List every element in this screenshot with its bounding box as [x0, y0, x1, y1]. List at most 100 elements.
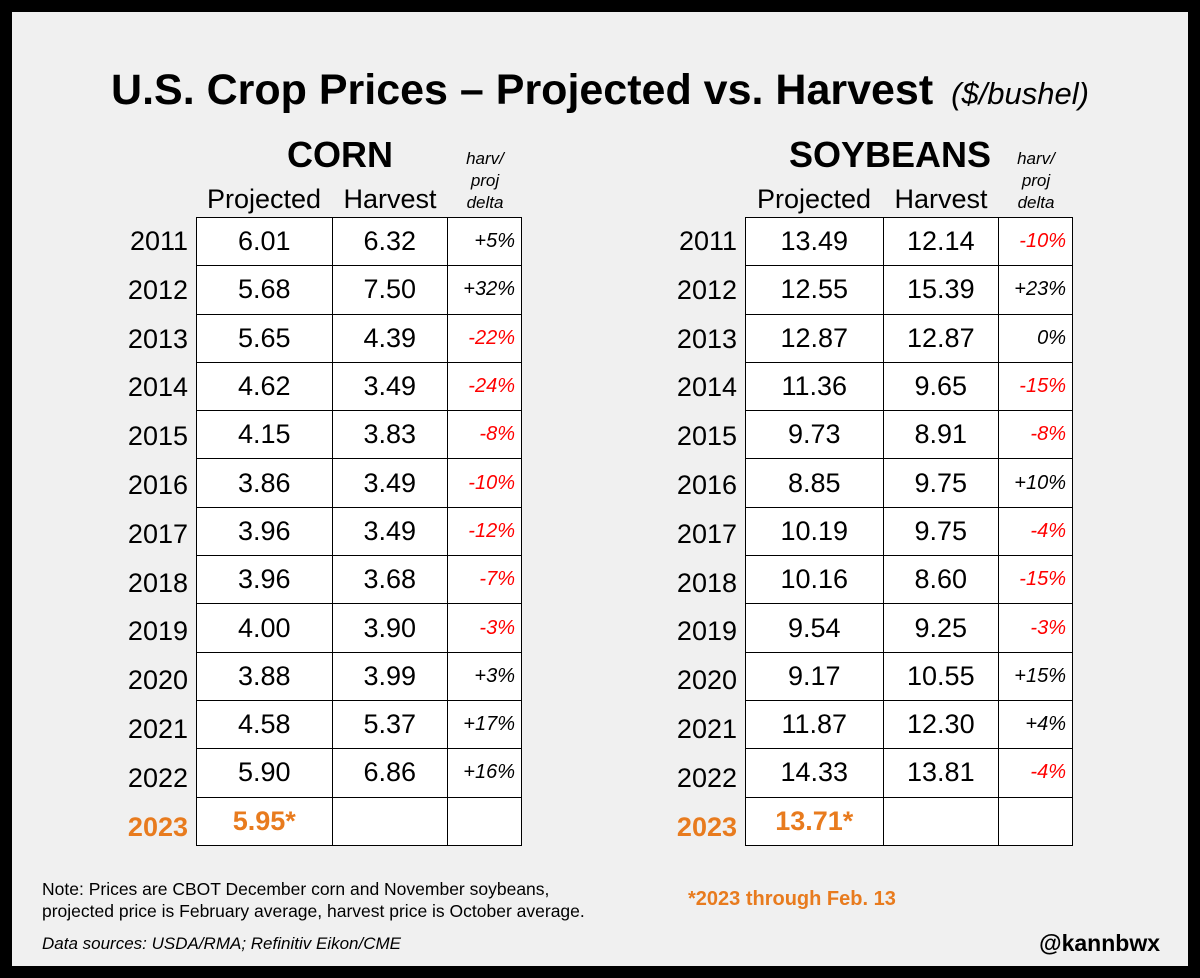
- corn-projected-cell: 4.62: [196, 361, 333, 412]
- table-row: 6.01 6.32 +5%: [196, 216, 522, 267]
- table-row: 9.73 8.91 -8%: [745, 410, 1073, 460]
- soybeans-delta-cell: -8%: [998, 410, 1073, 460]
- soybeans-harvest-cell: 9.75: [882, 506, 1000, 557]
- corn-harvest-cell: 3.90: [331, 603, 449, 653]
- corn-delta-header: harv/ proj delta: [448, 148, 522, 214]
- corn-year-labels: 2011 2012 2013 2014 2015 2016 2017 2018 2019 2020…: [112, 217, 188, 851]
- table-row: 3.96 3.49 -12%: [196, 506, 522, 557]
- corn-year-label: 2014: [127, 372, 188, 403]
- corn-delta-cell: -10%: [447, 458, 522, 508]
- corn-year-label: 2023: [127, 811, 188, 842]
- soybeans-year-label: 2018: [676, 567, 737, 598]
- table-row: 8.85 9.75 +10%: [745, 458, 1073, 508]
- soybeans-year-label: 2020: [676, 665, 737, 696]
- footnote-2023: *2023 through Feb. 13: [688, 888, 896, 910]
- soybeans-projected-cell: 10.19: [745, 506, 884, 557]
- soybeans-delta-cell: -4%: [998, 506, 1073, 557]
- soybeans-year-label: 2014: [676, 372, 737, 403]
- soybeans-harvest-cell: 13.81: [882, 748, 1000, 798]
- soybeans-year-label: 2021: [676, 713, 737, 744]
- corn-harvest-cell: 3.49: [331, 361, 449, 412]
- delta-header-line-2: proj: [470, 171, 500, 190]
- soybeans-delta-header: harv/ proj delta: [999, 148, 1073, 214]
- corn-year-label: 2022: [127, 762, 188, 793]
- soybeans-title: SOYBEANS: [788, 134, 992, 175]
- soybeans-harvest-cell: 9.25: [882, 603, 1000, 653]
- corn-delta-cell: [447, 796, 522, 846]
- page-title: U.S. Crop Prices – Projected vs. Harvest…: [12, 66, 1188, 115]
- table-row: 5.95*: [196, 796, 522, 846]
- soybeans-year-label: 2022: [676, 762, 737, 793]
- corn-year-label: 2013: [127, 323, 188, 354]
- corn-delta-cell: +32%: [447, 265, 522, 315]
- title-text: U.S. Crop Prices – Projected vs. Harvest: [111, 66, 934, 114]
- corn-delta-cell: -22%: [447, 313, 522, 363]
- soybeans-delta-cell: -3%: [998, 603, 1073, 653]
- table-row: 5.65 4.39 -22%: [196, 313, 522, 363]
- soybeans-projected-cell: 11.36: [745, 361, 884, 412]
- table-row: 13.49 12.14 -10%: [745, 216, 1073, 267]
- soybeans-projected-cell: 12.87: [745, 313, 884, 363]
- soybeans-delta-cell: +4%: [998, 699, 1073, 750]
- table-row: 12.87 12.87 0%: [745, 313, 1073, 363]
- soybeans-year-labels: 2011 2012 2013 2014 2015 2016 2017 2018 2019 2020…: [660, 217, 737, 851]
- soybeans-harvest-cell: 9.75: [882, 458, 1000, 508]
- corn-delta-cell: +5%: [447, 216, 522, 267]
- soybeans-projected-header: Projected: [756, 184, 872, 214]
- table-row: 3.96 3.68 -7%: [196, 555, 522, 605]
- corn-year-label: 2016: [127, 469, 188, 500]
- soybeans-harvest-cell: 10.55: [882, 651, 1000, 701]
- corn-year-label: 2015: [127, 421, 188, 452]
- corn-projected-cell: 4.15: [196, 410, 333, 460]
- soybeans-harvest-cell: 8.91: [882, 410, 1000, 460]
- delta-header-line-3: delta: [1017, 193, 1055, 212]
- soybeans-projected-cell: 11.87: [745, 699, 884, 750]
- corn-projected-header: Projected: [206, 184, 322, 214]
- soybeans-year-label: 2016: [676, 469, 737, 500]
- soybeans-projected-cell: 13.71*: [745, 796, 884, 846]
- soybeans-delta-cell: -10%: [998, 216, 1073, 267]
- table-row: 13.71*: [745, 796, 1073, 846]
- soybeans-delta-cell: 0%: [998, 313, 1073, 363]
- corn-harvest-cell: 3.68: [331, 555, 449, 605]
- table-row: 4.15 3.83 -8%: [196, 410, 522, 460]
- corn-harvest-cell: [331, 796, 449, 846]
- corn-year-label: 2020: [127, 665, 188, 696]
- soybeans-harvest-cell: 8.60: [882, 555, 1000, 605]
- corn-harvest-cell: 6.32: [331, 216, 449, 267]
- table-row: 5.68 7.50 +32%: [196, 265, 522, 315]
- soybeans-year-label: 2019: [676, 616, 737, 647]
- corn-year-label: 2019: [127, 616, 188, 647]
- table-row: 4.00 3.90 -3%: [196, 603, 522, 653]
- corn-projected-cell: 5.65: [196, 313, 333, 363]
- table-row: 3.88 3.99 +3%: [196, 651, 522, 701]
- delta-header-line-1: harv/: [1017, 149, 1055, 168]
- corn-projected-cell: 5.68: [196, 265, 333, 315]
- corn-delta-cell: -7%: [447, 555, 522, 605]
- table-row: 4.62 3.49 -24%: [196, 361, 522, 412]
- soybeans-projected-cell: 10.16: [745, 555, 884, 605]
- corn-table: 6.01 6.32 +5% 5.68 7.50 +32% 5.65 4.39 -22% 4.62 3…: [196, 216, 522, 846]
- note-line-2: projected price is February average, har…: [42, 901, 585, 921]
- table-row: 3.86 3.49 -10%: [196, 458, 522, 508]
- note-line-1: Note: Prices are CBOT December corn and …: [42, 879, 550, 899]
- soybeans-projected-cell: 14.33: [745, 748, 884, 798]
- table-row: 10.19 9.75 -4%: [745, 506, 1073, 557]
- table-row: 11.87 12.30 +4%: [745, 699, 1073, 750]
- corn-harvest-cell: 4.39: [331, 313, 449, 363]
- table-row: 10.16 8.60 -15%: [745, 555, 1073, 605]
- soybeans-harvest-cell: 9.65: [882, 361, 1000, 412]
- corn-projected-cell: 3.88: [196, 651, 333, 701]
- soybeans-year-label: 2023: [676, 811, 737, 842]
- corn-delta-cell: -3%: [447, 603, 522, 653]
- corn-delta-cell: +16%: [447, 748, 522, 798]
- soybeans-harvest-cell: 15.39: [882, 265, 1000, 315]
- corn-delta-cell: +3%: [447, 651, 522, 701]
- corn-delta-cell: -12%: [447, 506, 522, 557]
- soybeans-delta-cell: +23%: [998, 265, 1073, 315]
- corn-delta-cell: -24%: [447, 361, 522, 412]
- corn-projected-cell: 4.00: [196, 603, 333, 653]
- corn-projected-cell: 6.01: [196, 216, 333, 267]
- soybeans-year-label: 2012: [676, 274, 737, 305]
- corn-projected-cell: 5.90: [196, 748, 333, 798]
